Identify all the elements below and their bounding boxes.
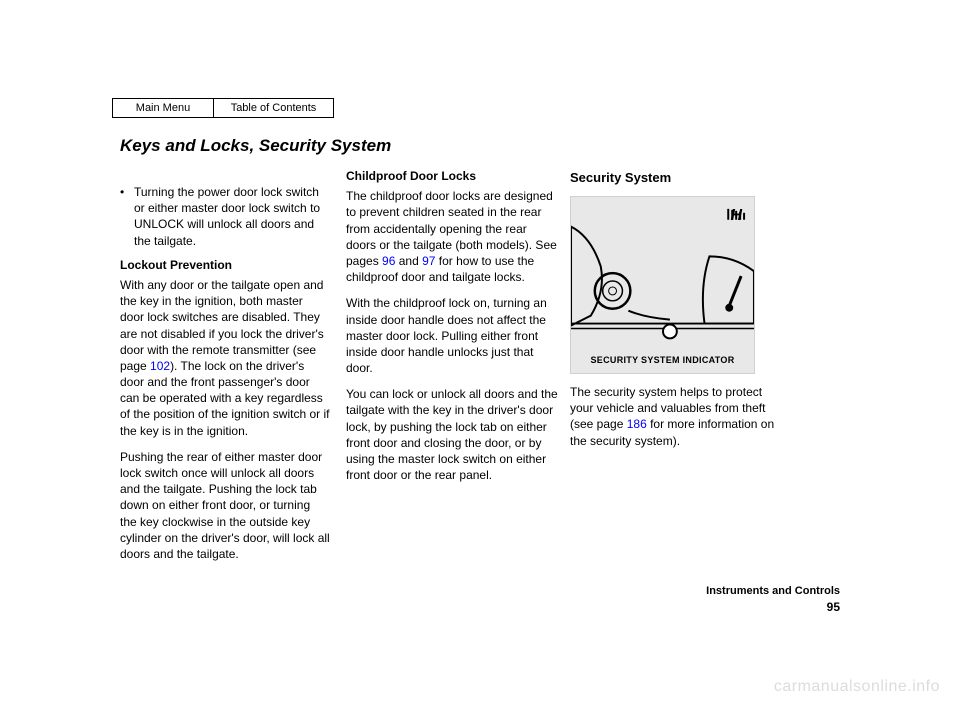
paragraph: Pushing the rear of either master door l… [120,449,330,562]
column-1: • Turning the power door lock switch or … [120,184,330,572]
nav-bar: Main Menu Table of Contents [112,98,334,118]
page-link-96[interactable]: 96 [382,254,395,268]
security-indicator-illustration: H SECURITY SYSTEM INDICATOR [570,196,755,374]
illustration-caption: SECURITY SYSTEM INDICATOR [571,355,754,365]
childproof-heading: Childproof Door Locks [346,168,558,184]
page-number: 95 [827,600,840,614]
bullet-text: Turning the power door lock switch or ei… [134,184,330,249]
dashboard-diagram [571,197,754,373]
paragraph: With the childproof lock on, turning an … [346,295,558,376]
toc-button[interactable]: Table of Contents [214,98,334,118]
h-label: H [730,207,742,225]
security-heading: Security System [570,170,671,185]
column-2: Childproof Door Locks The childproof doo… [346,168,558,493]
page-link-97[interactable]: 97 [422,254,435,268]
page-link-186[interactable]: 186 [627,417,647,431]
bullet-item: • Turning the power door lock switch or … [120,184,330,249]
lockout-heading: Lockout Prevention [120,257,330,273]
column-3: The security system helps to protect you… [570,384,782,459]
paragraph: The childproof door locks are designed t… [346,188,558,285]
paragraph: You can lock or unlock all doors and the… [346,386,558,483]
page-title: Keys and Locks, Security System [120,136,391,156]
text: and [395,254,422,268]
main-menu-button[interactable]: Main Menu [112,98,214,118]
bullet-dot: • [120,184,134,249]
footer-section-label: Instruments and Controls [706,585,840,597]
watermark: carmanualsonline.info [774,678,940,696]
page-link-102[interactable]: 102 [150,359,170,373]
paragraph: The security system helps to protect you… [570,384,782,449]
paragraph: With any door or the tailgate open and t… [120,277,330,439]
